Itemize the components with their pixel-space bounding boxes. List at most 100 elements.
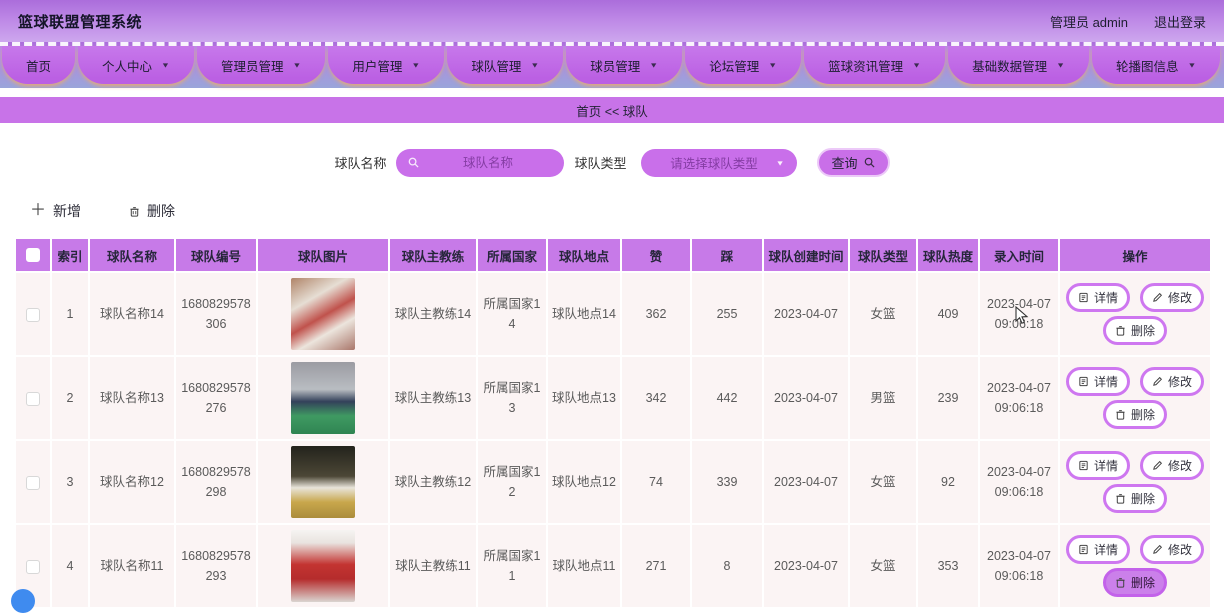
cell-team-type: 女篮	[850, 525, 916, 607]
nav-item-carousel-info[interactable]: 轮播图信息 ▼	[1092, 46, 1221, 84]
cell-head-coach: 球队主教练11	[390, 525, 476, 607]
cell-index: 4	[52, 525, 88, 607]
nav-item-forum-management[interactable]: 论坛管理 ▼	[685, 46, 802, 84]
nav-item-personal-center[interactable]: 个人中心 ▼	[78, 46, 194, 84]
nav-item-news-management[interactable]: 篮球资讯管理 ▼	[804, 46, 946, 84]
col-header-head-coach: 球队主教练	[390, 239, 476, 271]
row-checkbox[interactable]	[26, 307, 40, 322]
remove-button[interactable]: 删除	[1102, 316, 1167, 345]
remove-button-label: 删除	[1130, 492, 1155, 506]
col-header-likes: 赞	[622, 239, 690, 271]
col-header-entry-time: 录入时间	[980, 239, 1058, 271]
remove-button[interactable]: 删除	[1102, 400, 1167, 429]
team-type-select[interactable]: 请选择球队类型 ▼	[640, 148, 797, 177]
edit-button[interactable]: 修改	[1140, 451, 1205, 480]
edit-button-label: 修改	[1168, 459, 1193, 473]
search-icon	[864, 157, 875, 168]
select-all-checkbox[interactable]	[26, 248, 40, 263]
current-user-label: 管理员 admin	[1049, 14, 1128, 30]
table-row: 2 球队名称13 1680829578276 球队主教练13 所属国家13 球队…	[16, 357, 1210, 439]
nav-item-label: 篮球资讯管理	[828, 59, 904, 74]
row-checkbox[interactable]	[26, 559, 40, 574]
nav-item-label: 轮播图信息	[1116, 59, 1179, 74]
col-header-team-type: 球队类型	[850, 239, 916, 271]
logout-link[interactable]: 退出登录	[1153, 14, 1206, 30]
row-checkbox[interactable]	[26, 475, 40, 490]
cell-dislikes: 442	[692, 357, 762, 439]
delete-button-label: 删除	[147, 203, 176, 219]
cell-dislikes: 339	[692, 441, 762, 523]
row-actions: 详情 修改 删除	[1063, 451, 1207, 513]
trash-icon	[1116, 494, 1125, 504]
edit-button[interactable]: 修改	[1140, 367, 1205, 396]
table-row: 1 球队名称14 1680829578306 球队主教练14 所属国家14 球队…	[16, 273, 1210, 355]
cell-created-time: 2023-04-07	[764, 525, 848, 607]
app-title: 篮球联盟管理系统	[18, 13, 143, 31]
chevron-down-icon: ▼	[530, 61, 540, 69]
detail-button[interactable]: 详情	[1065, 367, 1130, 396]
delete-button[interactable]: 删除	[129, 201, 175, 221]
team-photo-image	[291, 278, 355, 350]
nav-item-home[interactable]: 首页	[2, 46, 76, 84]
trash-icon	[1116, 326, 1125, 336]
breadcrumb-text: 首页 << 球队	[576, 104, 648, 119]
chevron-down-icon: ▼	[768, 61, 778, 69]
cell-location: 球队地点11	[548, 525, 620, 607]
chevron-down-icon: ▼	[161, 61, 170, 69]
nav-item-user-management[interactable]: 用户管理 ▼	[328, 46, 445, 84]
cell-team-heat: 353	[918, 525, 978, 607]
cell-head-coach: 球队主教练13	[390, 357, 476, 439]
cell-head-coach: 球队主教练12	[390, 441, 476, 523]
document-icon	[1079, 544, 1088, 555]
col-header-operations: 操作	[1060, 239, 1210, 271]
teams-table: 索引 球队名称 球队编号 球队图片 球队主教练 所属国家 球队地点 赞 踩 球队…	[14, 237, 1212, 609]
plus-icon: ＋	[30, 202, 47, 219]
pencil-icon	[1153, 460, 1163, 470]
cell-dislikes: 8	[692, 525, 762, 607]
detail-button[interactable]: 详情	[1065, 451, 1130, 480]
nav-item-label: 论坛管理	[709, 59, 760, 74]
cell-team-type: 女篮	[850, 441, 916, 523]
trash-icon	[1116, 578, 1125, 588]
chevron-down-icon: ▼	[411, 61, 421, 69]
document-icon	[1079, 376, 1088, 387]
cell-team-type: 女篮	[850, 273, 916, 355]
main-nav: 首页 个人中心 ▼ 管理员管理 ▼ 用户管理 ▼ 球队管理 ▼ 球员管理 ▼ 论…	[0, 46, 1224, 88]
cell-created-time: 2023-04-07	[764, 273, 848, 355]
row-checkbox[interactable]	[26, 391, 40, 406]
remove-button-label: 删除	[1130, 408, 1155, 422]
cell-index: 3	[52, 441, 88, 523]
table-toolbar: ＋ 新增 删除	[30, 201, 1224, 221]
nav-item-player-management[interactable]: 球员管理 ▼	[566, 46, 683, 84]
edit-button-label: 修改	[1168, 543, 1193, 557]
team-name-label: 球队名称	[334, 156, 387, 171]
trash-icon	[1116, 410, 1125, 420]
nav-item-admin-management[interactable]: 管理员管理 ▼	[196, 46, 326, 84]
remove-button[interactable]: 删除	[1102, 568, 1167, 597]
query-button[interactable]: 查询	[816, 148, 890, 177]
team-name-input[interactable]	[423, 155, 553, 170]
cell-entry-time: 2023-04-07 09:06:18	[980, 525, 1058, 607]
cell-entry-time: 2023-04-07 09:06:18	[980, 273, 1058, 355]
search-bar: 球队名称 球队类型 请选择球队类型 ▼ 查询	[0, 148, 1224, 177]
col-header-index: 索引	[52, 239, 88, 271]
nav-item-base-data-management[interactable]: 基础数据管理 ▼	[948, 46, 1090, 84]
edit-button-label: 修改	[1168, 375, 1193, 389]
content-area: 球队名称 球队类型 请选择球队类型 ▼ 查询 ＋ 新增	[0, 148, 1224, 609]
edit-button[interactable]: 修改	[1140, 535, 1205, 564]
cell-country: 所属国家11	[478, 525, 546, 607]
edit-button[interactable]: 修改	[1140, 283, 1205, 312]
detail-button[interactable]: 详情	[1065, 283, 1130, 312]
floating-circle-button[interactable]	[11, 589, 35, 613]
remove-button[interactable]: 删除	[1102, 484, 1167, 513]
detail-button[interactable]: 详情	[1065, 535, 1130, 564]
nav-item-team-management[interactable]: 球队管理 ▼	[447, 46, 564, 84]
col-header-dislikes: 踩	[692, 239, 762, 271]
add-button[interactable]: ＋ 新增	[30, 201, 81, 221]
cell-country: 所属国家12	[478, 441, 546, 523]
detail-button-label: 详情	[1093, 459, 1118, 473]
cell-team-name: 球队名称13	[90, 357, 174, 439]
remove-button-label: 删除	[1130, 576, 1155, 590]
document-icon	[1079, 292, 1088, 303]
cell-team-type: 男篮	[850, 357, 916, 439]
